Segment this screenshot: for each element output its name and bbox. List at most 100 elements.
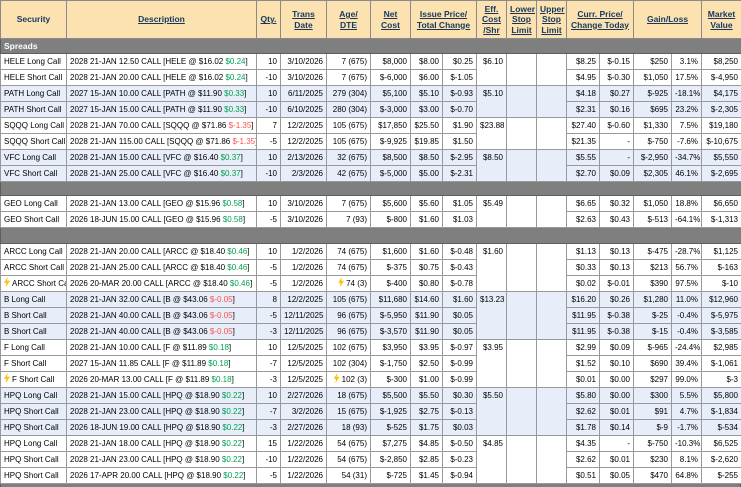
total-change-cell[interactable]: $-0.94 <box>443 468 477 484</box>
curr-price-cell[interactable]: $5.80 <box>567 388 600 404</box>
total-change-cell[interactable]: $1.60 <box>443 292 477 308</box>
age-dte-cell[interactable]: 105 (675) <box>327 134 371 150</box>
gain-pct-cell[interactable]: -24.4% <box>672 340 702 356</box>
change-today-cell[interactable]: $0.14 <box>600 420 634 436</box>
gain-loss-cell[interactable]: $-475 <box>634 244 672 260</box>
net-cost-cell[interactable]: $3,950 <box>371 340 411 356</box>
net-cost-cell[interactable]: $-1,750 <box>371 356 411 372</box>
gain-pct-cell[interactable]: 7.5% <box>672 118 702 134</box>
gain-loss-cell[interactable]: $390 <box>634 276 672 292</box>
eff-cost-cell[interactable]: $4.85 <box>477 436 507 484</box>
gain-loss-cell[interactable]: $300 <box>634 388 672 404</box>
change-today-cell[interactable]: $-0.38 <box>600 324 634 340</box>
qty-cell[interactable]: 10 <box>257 86 281 102</box>
gain-loss-cell[interactable]: $230 <box>634 452 672 468</box>
curr-price-cell[interactable]: $27.40 <box>567 118 600 134</box>
qty-cell[interactable]: 10 <box>257 388 281 404</box>
gain-loss-cell[interactable]: $297 <box>634 372 672 388</box>
column-header-net-cost[interactable]: Net Cost <box>371 1 411 39</box>
net-cost-cell[interactable]: $-375 <box>371 260 411 276</box>
issue-price-cell[interactable]: $11.90 <box>411 308 443 324</box>
qty-cell[interactable]: 15 <box>257 436 281 452</box>
age-dte-cell[interactable]: 54 (675) <box>327 452 371 468</box>
total-change-cell[interactable]: $-0.97 <box>443 340 477 356</box>
net-cost-cell[interactable]: $8,500 <box>371 150 411 166</box>
market-value-cell[interactable]: $-2,305 <box>702 102 741 118</box>
security-cell[interactable]: PATH Short Call <box>1 102 67 118</box>
total-change-cell[interactable]: $-0.23 <box>443 452 477 468</box>
security-cell[interactable]: HPQ Short Call <box>1 468 67 484</box>
eff-cost-cell[interactable]: $8.50 <box>477 150 507 182</box>
age-dte-cell[interactable]: 105 (675) <box>327 292 371 308</box>
age-dte-cell[interactable]: 54 (675) <box>327 436 371 452</box>
market-value-cell[interactable]: $-2,620 <box>702 452 741 468</box>
market-value-cell[interactable]: $5,550 <box>702 150 741 166</box>
change-today-cell[interactable]: $0.13 <box>600 260 634 276</box>
curr-price-cell[interactable]: $16.20 <box>567 292 600 308</box>
qty-cell[interactable]: 10 <box>257 196 281 212</box>
net-cost-cell[interactable]: $-5,950 <box>371 308 411 324</box>
upper-stop-cell[interactable] <box>537 292 567 340</box>
eff-cost-cell[interactable]: $6.10 <box>477 54 507 86</box>
curr-price-cell[interactable]: $8.25 <box>567 54 600 70</box>
age-dte-cell[interactable]: 7 (675) <box>327 196 371 212</box>
trans-date-cell[interactable]: 1/22/2026 <box>281 436 327 452</box>
lower-stop-cell[interactable] <box>507 340 537 388</box>
curr-price-cell[interactable]: $0.33 <box>567 260 600 276</box>
gain-pct-cell[interactable]: 23.2% <box>672 102 702 118</box>
curr-price-cell[interactable]: $0.02 <box>567 276 600 292</box>
eff-cost-cell[interactable]: $5.50 <box>477 388 507 436</box>
change-today-cell[interactable]: $0.43 <box>600 212 634 228</box>
security-cell[interactable]: SQQQ Long Call <box>1 118 67 134</box>
change-today-cell[interactable]: $0.00 <box>600 388 634 404</box>
net-cost-cell[interactable]: $-9,925 <box>371 134 411 150</box>
change-today-cell[interactable]: $0.32 <box>600 196 634 212</box>
upper-stop-cell[interactable] <box>537 244 567 292</box>
gain-pct-cell[interactable]: -7.6% <box>672 134 702 150</box>
trans-date-cell[interactable]: 1/2/2026 <box>281 276 327 292</box>
qty-cell[interactable]: 10 <box>257 340 281 356</box>
issue-price-cell[interactable]: $8.50 <box>411 150 443 166</box>
change-today-cell[interactable]: $0.05 <box>600 468 634 484</box>
description-cell[interactable]: 2028 21-JAN 18.00 CALL [HPQ @ $18.90 $0.… <box>67 436 257 452</box>
net-cost-cell[interactable]: $-5,000 <box>371 166 411 182</box>
market-value-cell[interactable]: $-3,585 <box>702 324 741 340</box>
qty-cell[interactable]: -5 <box>257 134 281 150</box>
issue-price-cell[interactable]: $1.60 <box>411 212 443 228</box>
trans-date-cell[interactable]: 12/2/2025 <box>281 118 327 134</box>
gain-pct-cell[interactable]: 46.1% <box>672 166 702 182</box>
age-dte-cell[interactable]: 96 (675) <box>327 324 371 340</box>
gain-loss-cell[interactable]: $1,280 <box>634 292 672 308</box>
market-value-cell[interactable]: $-10 <box>702 276 741 292</box>
total-change-cell[interactable]: $-0.50 <box>443 436 477 452</box>
gain-pct-cell[interactable]: 39.4% <box>672 356 702 372</box>
trans-date-cell[interactable]: 12/2/2025 <box>281 292 327 308</box>
issue-price-cell[interactable]: $25.50 <box>411 118 443 134</box>
issue-price-cell[interactable]: $1.60 <box>411 244 443 260</box>
trans-date-cell[interactable]: 3/10/2026 <box>281 70 327 86</box>
total-change-cell[interactable]: $-0.93 <box>443 86 477 102</box>
change-today-cell[interactable]: $0.13 <box>600 244 634 260</box>
trans-date-cell[interactable]: 1/22/2026 <box>281 468 327 484</box>
issue-price-cell[interactable]: $8.00 <box>411 54 443 70</box>
qty-cell[interactable]: -5 <box>257 308 281 324</box>
change-today-cell[interactable]: $0.00 <box>600 372 634 388</box>
description-cell[interactable]: 2026 18-JUN 19.00 CALL [HPQ @ $18.90 $0.… <box>67 420 257 436</box>
gain-loss-cell[interactable]: $1,330 <box>634 118 672 134</box>
market-value-cell[interactable]: $-1,834 <box>702 404 741 420</box>
total-change-cell[interactable]: $-0.99 <box>443 356 477 372</box>
eff-cost-cell[interactable]: $5.10 <box>477 86 507 118</box>
change-today-cell[interactable]: $0.10 <box>600 356 634 372</box>
market-value-cell[interactable]: $12,960 <box>702 292 741 308</box>
market-value-cell[interactable]: $-1,061 <box>702 356 741 372</box>
gain-loss-cell[interactable]: $2,305 <box>634 166 672 182</box>
upper-stop-cell[interactable] <box>537 150 567 182</box>
age-dte-cell[interactable]: 74 (675) <box>327 260 371 276</box>
gain-loss-cell[interactable]: $-513 <box>634 212 672 228</box>
gain-pct-cell[interactable]: 56.7% <box>672 260 702 276</box>
gain-pct-cell[interactable]: 5.5% <box>672 388 702 404</box>
issue-price-cell[interactable]: $0.80 <box>411 276 443 292</box>
change-today-cell[interactable]: - <box>600 134 634 150</box>
issue-price-cell[interactable]: $0.75 <box>411 260 443 276</box>
age-dte-cell[interactable]: 105 (675) <box>327 118 371 134</box>
